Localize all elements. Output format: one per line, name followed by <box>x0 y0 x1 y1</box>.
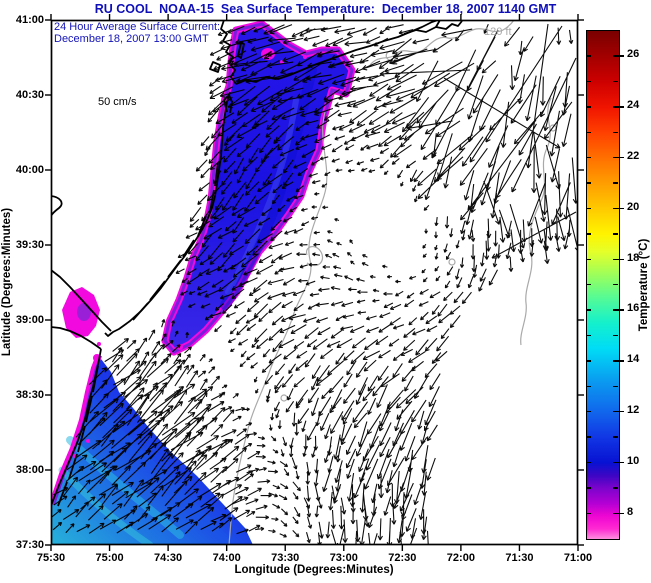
x-tick-label: 74:00 <box>212 552 241 564</box>
colorbar-major-tick <box>586 157 591 159</box>
colorbar-minor-tick <box>613 487 618 489</box>
x-tick-label: 73:30 <box>271 552 300 564</box>
colorbar-minor-tick <box>586 385 591 387</box>
colorbar-minor-tick <box>613 334 618 337</box>
colorbar-minor-tick <box>586 80 591 83</box>
colorbar-major-tick <box>613 411 618 413</box>
colorbar-minor-tick <box>586 131 591 133</box>
colorbar-major-tick <box>613 157 618 159</box>
colorbar-major-tick <box>586 309 591 311</box>
colorbar-major-tick <box>586 207 591 210</box>
colorbar-minor-tick <box>613 80 618 83</box>
colorbar-outer-tick <box>616 411 624 413</box>
x-tick-label: 71:30 <box>505 552 534 564</box>
colorbar-major-tick <box>586 461 591 464</box>
colorbar-tick-label: 26 <box>627 48 640 61</box>
x-axis-title: Longitude (Degrees:Minutes) <box>234 564 394 576</box>
colorbar-minor-tick <box>586 182 591 184</box>
colorbar-minor-tick <box>586 284 591 286</box>
colorbar-major-tick <box>586 106 591 108</box>
x-tick-label: 75:30 <box>36 552 66 564</box>
colorbar-minor-tick <box>586 487 591 489</box>
colorbar-major-tick <box>586 258 591 260</box>
colorbar-outer-tick <box>616 106 624 108</box>
x-tick-label: 71:00 <box>563 552 593 564</box>
colorbar-tick-label: 16 <box>627 302 640 315</box>
y-tick-label: 38:30 <box>15 389 44 401</box>
colorbar-minor-tick <box>613 385 618 387</box>
y-axis-title: Latitude (Degrees:Minutes) <box>1 207 13 357</box>
colorbar-outer-tick <box>616 207 624 210</box>
colorbar-major-tick <box>586 411 591 413</box>
colorbar-minor-tick <box>613 182 618 184</box>
colorbar-major-tick <box>613 207 618 210</box>
colorbar-tick-label: 10 <box>627 454 640 467</box>
depth-contour-label: 120 ft <box>484 26 512 38</box>
colorbar-minor-tick <box>613 284 618 286</box>
colorbar-major-tick <box>613 258 618 260</box>
colorbar-major-tick <box>613 55 618 57</box>
colorbar-tick-label: 14 <box>627 353 640 366</box>
figure-title: RU COOL NOAA-15 Sea Surface Temperature:… <box>94 2 557 16</box>
y-tick-label: 41:00 <box>15 14 44 26</box>
colorbar-major-tick <box>586 55 591 57</box>
colorbar-major-tick <box>613 106 618 108</box>
colorbar-outer-tick <box>616 157 624 159</box>
x-tick-label: 74:30 <box>154 552 183 564</box>
colorbar-minor-tick <box>613 233 618 235</box>
colorbar-tick-label: 18 <box>627 251 640 264</box>
colorbar-minor-tick <box>613 131 618 133</box>
colorbar-major-tick <box>613 461 618 464</box>
colorbar-outer-tick <box>616 258 624 260</box>
colorbar-minor-tick <box>586 334 591 337</box>
x-tick-label: 72:30 <box>388 552 417 564</box>
y-tick-label: 39:00 <box>15 314 44 326</box>
colorbar-minor-tick <box>586 233 591 235</box>
y-tick-label: 40:30 <box>15 89 44 101</box>
vector-scale-label: 50 cm/s <box>98 96 137 108</box>
colorbar-major-tick <box>613 309 618 311</box>
x-tick-label: 75:00 <box>95 552 124 564</box>
colorbar-minor-tick <box>586 436 591 438</box>
colorbar-tick-label: 22 <box>627 150 640 162</box>
colorbar-major-tick <box>586 512 591 514</box>
colorbar-tick-label: 12 <box>627 404 640 416</box>
y-tick-label: 39:30 <box>15 239 44 251</box>
y-tick-label: 40:00 <box>15 164 44 176</box>
current-annotation-line2: December 18, 2007 13:00 GMT <box>54 33 209 45</box>
colorbar-outer-tick <box>616 360 624 362</box>
colorbar-major-tick <box>586 360 591 362</box>
current-annotation-line1: 24 Hour Average Surface Current: <box>54 21 221 33</box>
colorbar-outer-tick <box>616 55 624 57</box>
y-tick-label: 37:30 <box>15 539 44 551</box>
colorbar-outer-tick <box>616 309 624 311</box>
x-tick-label: 73:00 <box>329 552 358 564</box>
colorbar-minor-tick <box>613 436 618 438</box>
current-vectors-layer <box>51 23 578 545</box>
colorbar-tick-label: 24 <box>627 99 640 112</box>
colorbar-tick-label: 20 <box>627 200 640 213</box>
colorbar-tick-label: 8 <box>627 505 634 518</box>
colorbar-outer-tick <box>616 512 624 514</box>
y-tick-label: 38:00 <box>15 464 44 476</box>
colorbar-major-tick <box>613 512 618 514</box>
colorbar-title: Temperature (°C) <box>638 238 650 332</box>
colorbar-outer-tick <box>616 461 624 464</box>
colorbar-major-tick <box>613 360 618 362</box>
x-tick-label: 72:00 <box>446 552 475 564</box>
axes-frame <box>45 14 584 551</box>
